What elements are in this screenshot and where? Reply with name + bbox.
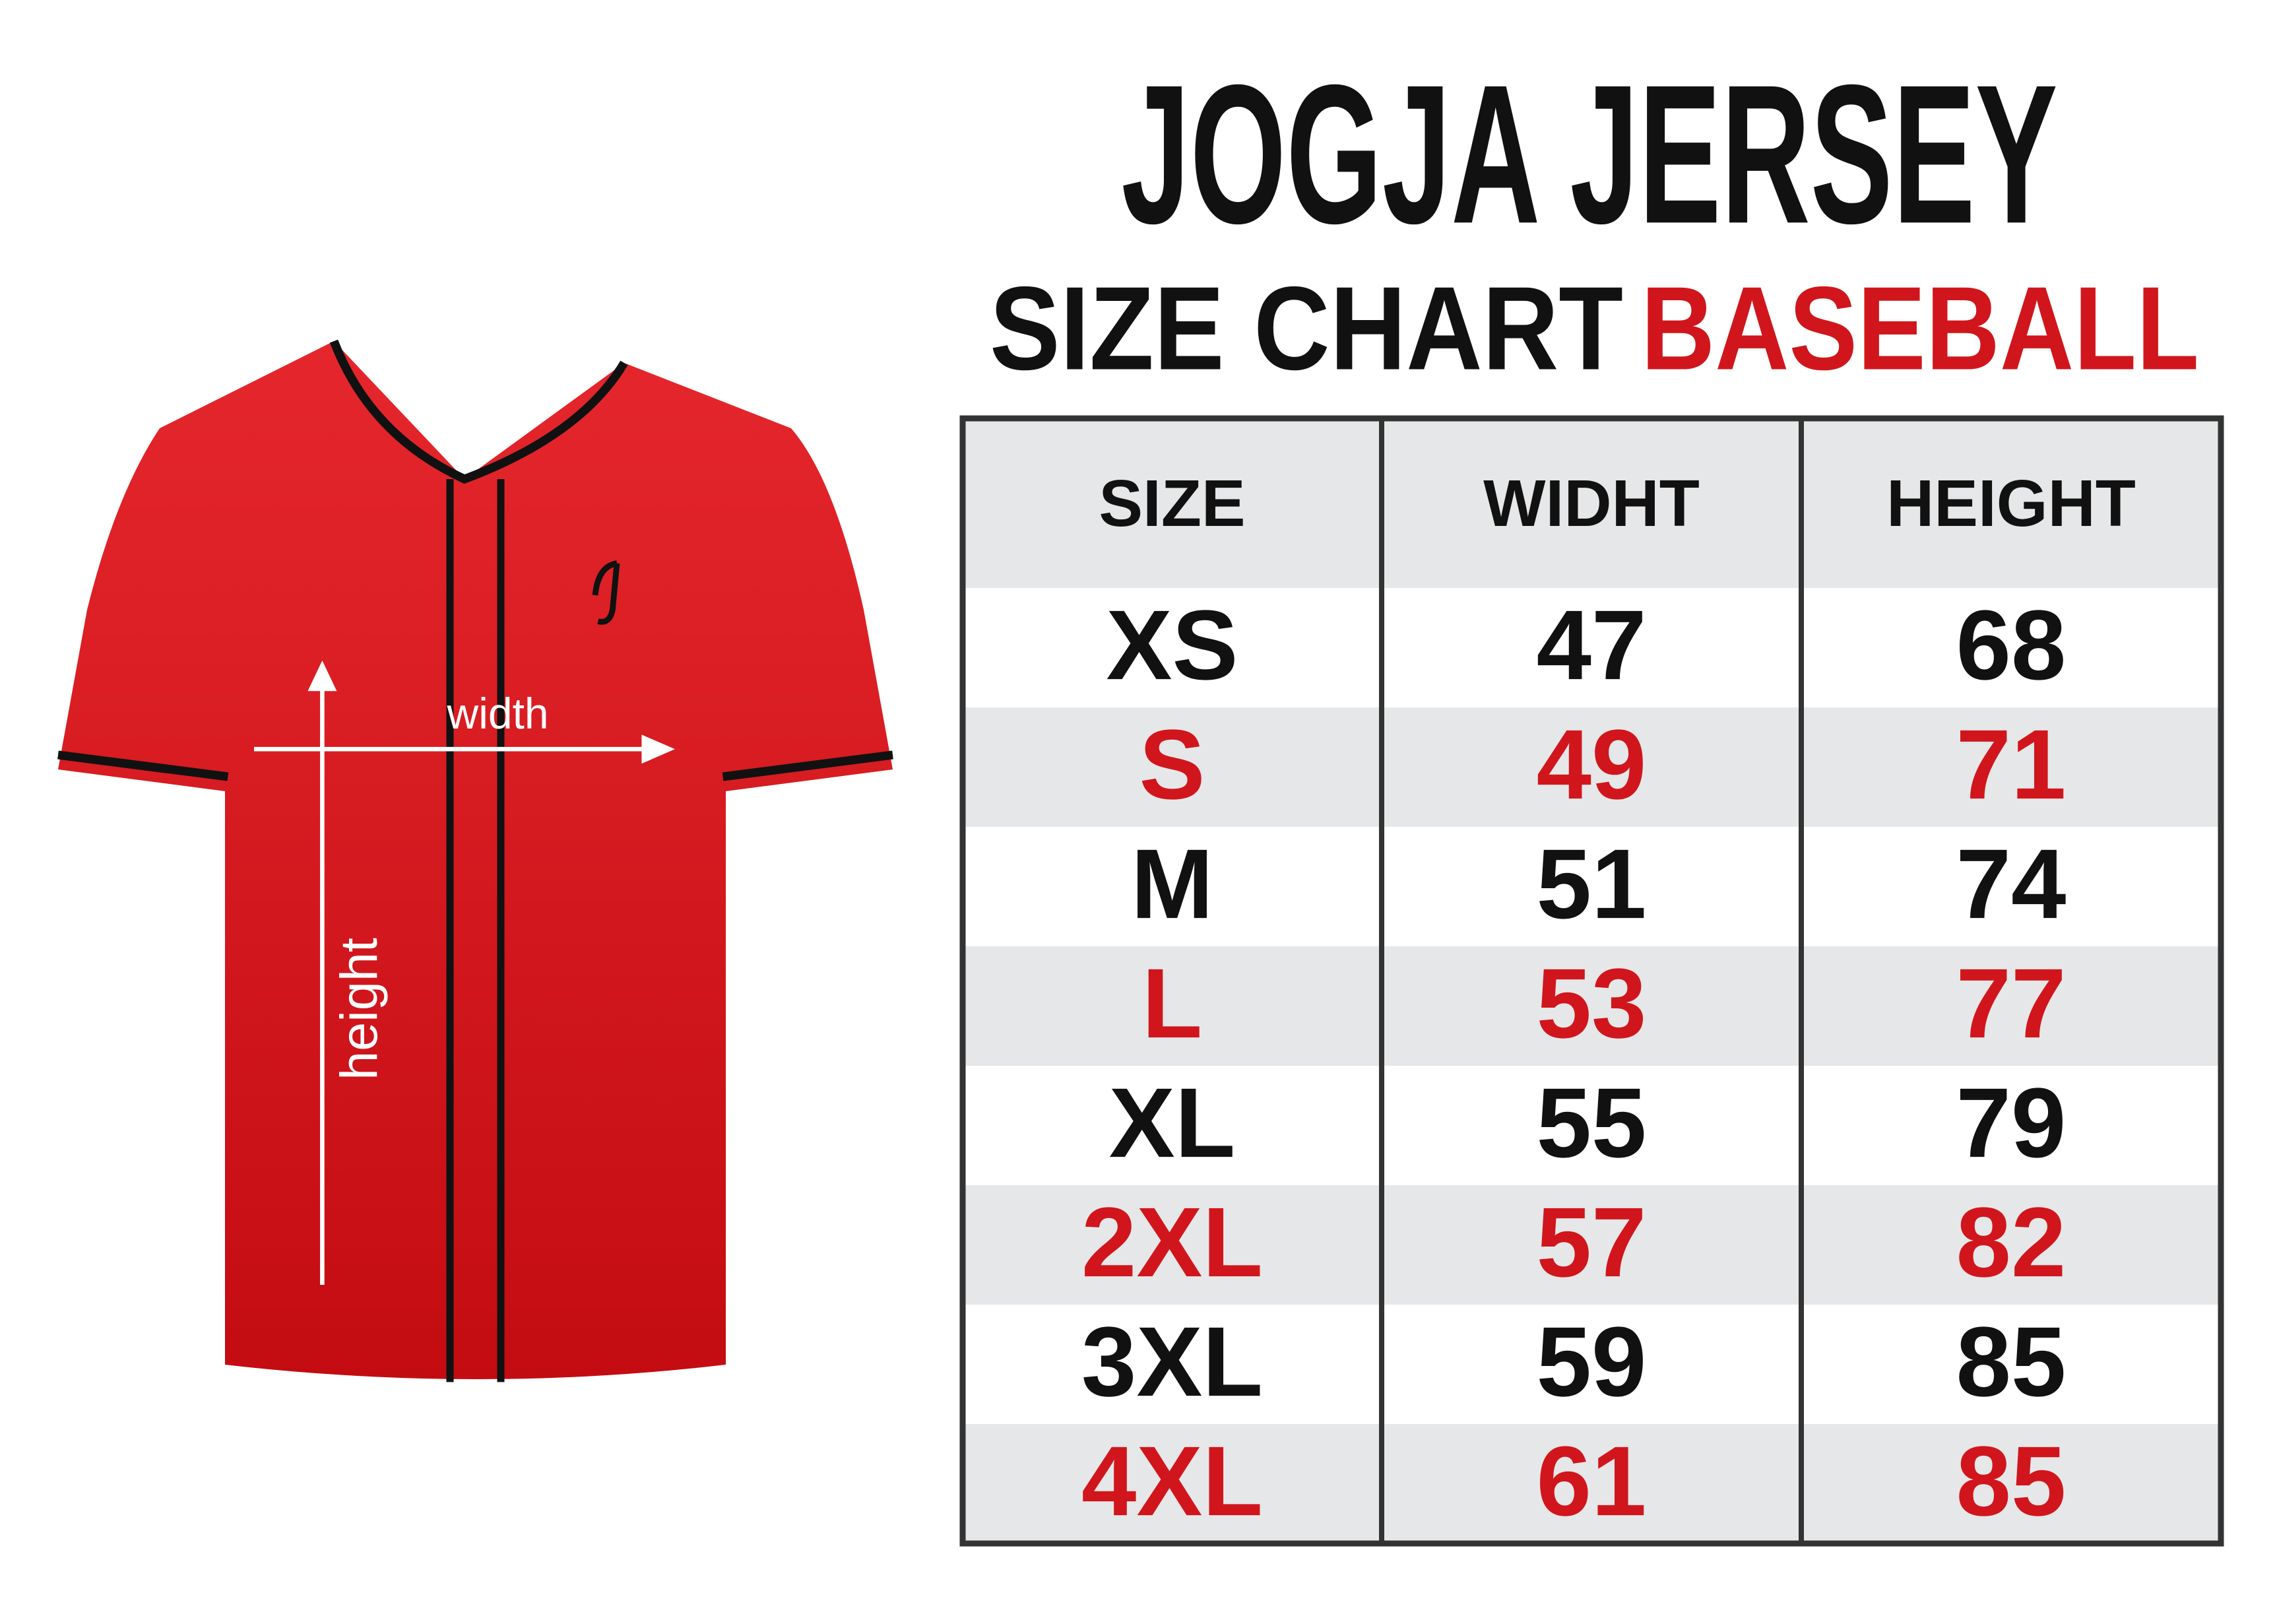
collar [329,339,628,484]
subtitle: SIZE CHART [990,263,1623,395]
row-bg [963,1424,2221,1543]
row-bg [963,707,2221,827]
width-label: width [447,689,549,738]
cell: 4XL [1081,1425,1263,1536]
cell: 55 [1537,1067,1647,1178]
cell: 82 [1956,1186,2067,1297]
jersey: width height [57,339,893,1382]
cell: L [1142,948,1203,1058]
cell: 85 [1956,1425,2067,1536]
arrow-head [641,734,675,764]
cell: 2XL [1081,1186,1263,1297]
cell: 71 [1956,709,2067,820]
cell: 74 [1956,828,2067,939]
column-header: SIZE [1099,467,1245,540]
cell: 77 [1956,948,2067,1058]
cell: 57 [1537,1186,1647,1297]
sleeve-trim [57,750,229,781]
cell: 68 [1956,589,2067,700]
height-label: height [329,938,388,1080]
cell: 85 [1956,1306,2067,1417]
cell: 49 [1537,709,1647,820]
cell: 51 [1537,828,1647,939]
row-bg [963,827,2221,946]
row-bg [963,946,2221,1066]
cell: XS [1106,589,1238,700]
cell: XL [1109,1067,1236,1178]
row-bg [963,1305,2221,1424]
cell: 61 [1537,1425,1647,1536]
row-bg [963,1066,2221,1185]
sleeve-trim [722,750,893,781]
cell: 47 [1537,589,1647,700]
logo [592,560,620,625]
column-header: HEIGHT [1886,467,2136,540]
cell: M [1131,828,1213,939]
arrow-head [307,661,337,692]
cell: 53 [1537,948,1647,1058]
size-table: SIZE WIDHT HEIGHT XS 47 68 S 49 71 M 51 74 L 53 77 XL 55… [959,415,2224,1547]
cell: 79 [1956,1067,2067,1178]
subtitle-highlight: BASEBALL [1641,263,2199,395]
header-row-bg [963,418,2221,588]
jersey-body [58,341,893,1379]
row-bg [963,588,2221,707]
table-border [959,415,2224,1547]
cell: S [1139,709,1205,820]
column-header: WIDHT [1483,467,1700,540]
title: JOGJA JERSEY [1122,43,2058,265]
cell: 59 [1537,1306,1647,1417]
cell: 3XL [1081,1306,1263,1417]
row-bg [963,1185,2221,1305]
